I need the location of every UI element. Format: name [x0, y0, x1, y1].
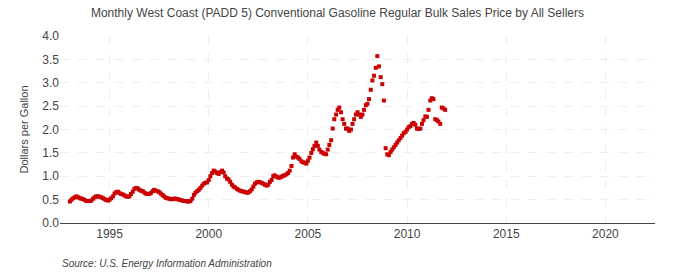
svg-text:2020: 2020: [592, 227, 619, 241]
svg-text:2.0: 2.0: [42, 123, 59, 137]
svg-text:1995: 1995: [96, 227, 123, 241]
svg-text:4.0: 4.0: [42, 29, 59, 43]
svg-text:Monthly West Coast (PADD 5) Co: Monthly West Coast (PADD 5) Conventional…: [91, 6, 584, 20]
svg-text:0.0: 0.0: [42, 216, 59, 230]
svg-text:Dollars per Gallon: Dollars per Gallon: [18, 85, 30, 173]
svg-text:Source: U.S. Energy Informatio: Source: U.S. Energy Information Administ…: [62, 258, 272, 269]
svg-text:2010: 2010: [394, 227, 421, 241]
svg-text:2000: 2000: [195, 227, 222, 241]
svg-text:2.5: 2.5: [42, 99, 59, 113]
svg-text:1.0: 1.0: [42, 169, 59, 183]
svg-text:3.0: 3.0: [42, 76, 59, 90]
svg-text:2005: 2005: [295, 227, 322, 241]
svg-text:2015: 2015: [493, 227, 520, 241]
svg-text:0.5: 0.5: [42, 193, 59, 207]
svg-text:1.5: 1.5: [42, 146, 59, 160]
svg-text:3.5: 3.5: [42, 53, 59, 67]
